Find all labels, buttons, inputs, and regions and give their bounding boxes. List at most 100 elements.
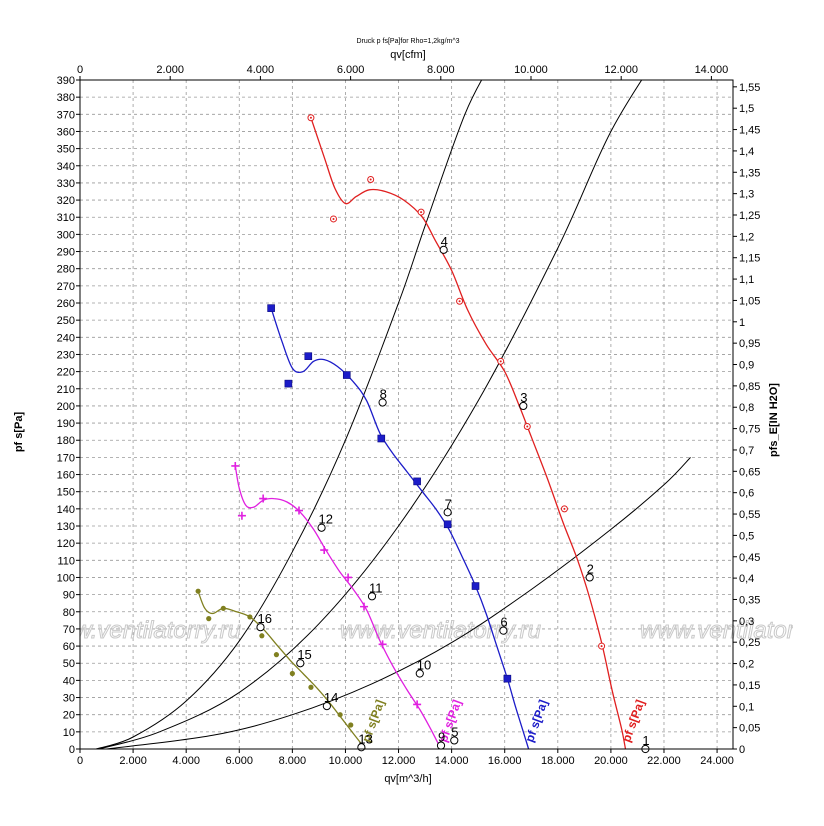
right-tick-label: 1,35	[739, 167, 760, 179]
operating-point-marker	[585, 573, 594, 582]
top-tick-label: 10.000	[514, 64, 548, 76]
y-tick-label: 160	[57, 470, 75, 482]
right-tick-label: 0,1	[739, 701, 754, 713]
operating-point-label: 5	[451, 724, 458, 739]
y-tick-label: 360	[57, 126, 75, 138]
y-tick-label: 80	[63, 607, 75, 619]
operating-point-marker	[322, 702, 331, 711]
data-point-center	[600, 645, 603, 648]
data-point-dot	[206, 616, 212, 622]
data-point-center	[420, 211, 423, 214]
operating-point-label: 10	[417, 658, 431, 673]
right-tick-label: 0,2	[739, 659, 754, 671]
data-point-circle	[307, 114, 315, 122]
right-tick-label: 0,65	[739, 466, 760, 478]
watermark-layer: www.ventilatorry.ru www.ventilatorry.ru ww…	[80, 617, 824, 645]
data-point-dot	[289, 670, 295, 677]
left-axis-label: pf s[Pa]	[13, 411, 25, 452]
top-tick-label: 0	[77, 64, 83, 76]
operating-point-label: 8	[380, 386, 387, 401]
top-tick-label: 8.000	[427, 64, 455, 76]
y-tick-label: 370	[57, 109, 75, 121]
data-point-center	[369, 178, 372, 181]
data-point-plus	[320, 546, 329, 555]
x-tick-label: 16.000	[488, 755, 522, 767]
right-tick-label: 0,05	[739, 723, 760, 735]
data-point-square	[471, 582, 480, 590]
watermark-text: www.ventilatorry.ru	[640, 617, 824, 644]
right-tick-label: 1,2	[739, 231, 754, 243]
right-tick-label: 0,4	[739, 573, 754, 585]
operating-point-marker	[378, 398, 387, 407]
x-tick-label: 4.000	[172, 755, 200, 767]
operating-point-marker	[296, 659, 305, 668]
operating-point-marker	[499, 626, 508, 635]
data-point-square	[443, 520, 452, 529]
top-axis-label: qv[cfm]	[390, 49, 425, 61]
y-tick-label: 200	[57, 401, 75, 413]
x-tick-label: 2.000	[119, 755, 147, 767]
right-tick-label: 1,15	[739, 253, 760, 265]
data-point-circle	[523, 423, 531, 431]
y-tick-label: 390	[57, 75, 75, 87]
fan-curve-1	[310, 117, 627, 750]
axes-layer: 0102030405060708090100110120130140150160…	[57, 64, 761, 767]
y-tick-label: 30	[63, 693, 75, 705]
fan-curve-label: pf s[Pa]	[522, 698, 550, 744]
operating-point-marker	[439, 245, 448, 254]
y-tick-label: 100	[57, 572, 75, 584]
x-tick-label: 10.000	[329, 755, 363, 767]
data-point-dot	[220, 605, 226, 611]
top-tick-label: 2.000	[156, 64, 184, 76]
chart-title: Druck p fs[Pa]for Rho=1,2kg/m^3	[356, 38, 459, 45]
right-tick-label: 0,95	[739, 338, 760, 350]
x-tick-label: 18.000	[541, 755, 575, 767]
y-tick-label: 250	[57, 315, 75, 327]
operating-point-marker	[443, 508, 452, 517]
right-tick-label: 0,35	[739, 594, 760, 606]
y-tick-label: 150	[57, 487, 75, 499]
operating-point-marker	[519, 401, 528, 411]
right-tick-label: 0,25	[739, 637, 760, 649]
data-point-dot	[273, 652, 280, 658]
system-curve-a	[95, 80, 483, 749]
fan-curve-3	[234, 465, 443, 750]
y-tick-label: 300	[57, 229, 75, 241]
fan-curve-4	[197, 590, 366, 750]
data-point-circle	[330, 215, 338, 223]
operating-point-label: 15	[297, 647, 311, 662]
data-point-dot	[308, 684, 314, 690]
y-tick-label: 60	[63, 641, 75, 653]
right-tick-label: 0,8	[739, 402, 754, 414]
data-point-plus	[237, 511, 246, 520]
plot-frame	[79, 79, 734, 750]
operating-point-label: 1	[642, 733, 649, 748]
operating-point-label: 7	[445, 496, 452, 511]
y-tick-label: 240	[57, 332, 75, 344]
right-tick-label: 0,55	[739, 509, 760, 521]
watermark-text: www.ventilatorry.ru	[340, 617, 541, 644]
right-tick-label: 1,5	[739, 103, 754, 115]
right-tick-label: 1,25	[739, 210, 760, 222]
operating-point-label: 2	[587, 561, 594, 576]
y-tick-label: 280	[57, 264, 75, 276]
data-point-dot	[337, 712, 343, 718]
top-tick-label: 4.000	[247, 64, 275, 76]
right-tick-label: 1,55	[739, 82, 760, 94]
operating-point-label: 13	[358, 731, 372, 746]
y-tick-label: 230	[57, 349, 75, 361]
y-tick-label: 20	[63, 710, 75, 722]
right-tick-label: 0,5	[739, 530, 754, 542]
x-tick-label: 6.000	[226, 755, 254, 767]
operating-point-marker	[256, 623, 265, 632]
y-tick-label: 350	[57, 144, 75, 156]
x-tick-label: 8.000	[279, 755, 307, 767]
x-tick-label: 22.000	[647, 755, 681, 767]
data-point-plus	[413, 700, 422, 709]
series-layer: pf s[Pa]pf s[Pa]pf s[Pa]pf s[Pa]	[195, 114, 647, 750]
data-point-square	[377, 434, 386, 443]
right-tick-label: 0,85	[739, 381, 760, 393]
y-tick-label: 110	[57, 555, 75, 567]
right-axis-label: pfs_E[IN H2O]	[768, 383, 780, 457]
